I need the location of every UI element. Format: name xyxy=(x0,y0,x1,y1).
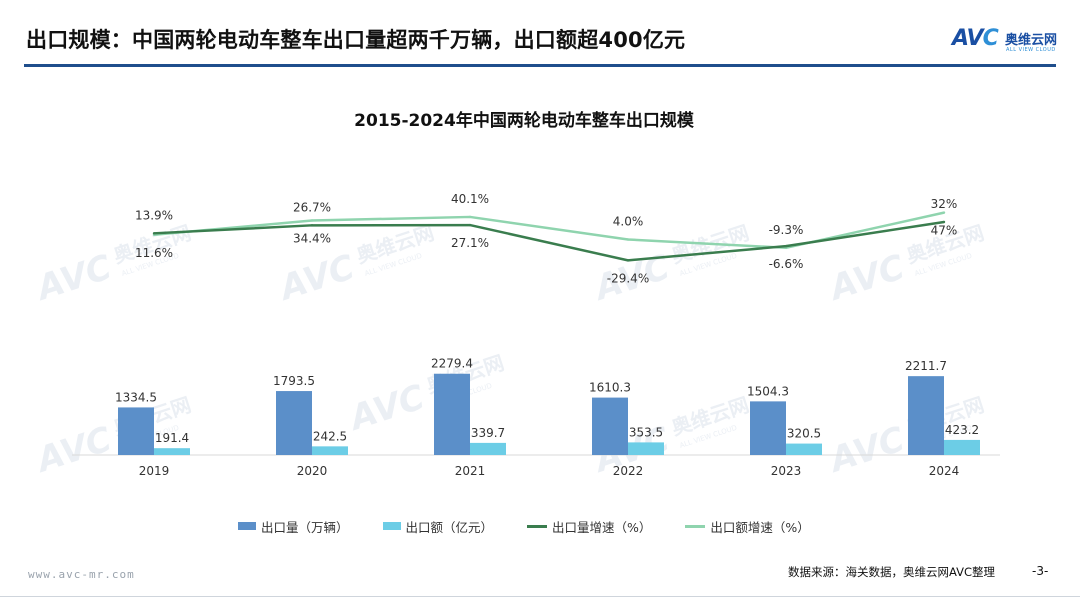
legend-swatch-value xyxy=(382,522,401,530)
label-value-growth-2023: -9.3% xyxy=(769,223,804,237)
x-tick-2020: 2020 xyxy=(297,464,328,478)
line-value-growth-point-2024 xyxy=(942,211,946,214)
footer-rule xyxy=(0,596,1080,597)
bar-volume-2019 xyxy=(118,407,154,455)
svg-text:AVC: AVC xyxy=(823,419,910,481)
legend-swatch-volume-growth xyxy=(527,524,548,528)
svg-text:AVC: AVC xyxy=(30,419,117,481)
legend-swatch-volume xyxy=(238,522,256,530)
svg-text:AVC: AVC xyxy=(273,247,360,309)
footer-source: 数据来源：海关数据，奥维云网AVC整理 xyxy=(788,565,996,579)
label-volume-growth-2023: -6.6% xyxy=(769,257,804,271)
logo-mark: AVC xyxy=(952,26,999,51)
bars-layer xyxy=(72,373,1000,456)
page-title: 出口规模：中国两轮电动车整车出口量超两千万辆，出口额超400亿元 xyxy=(26,28,686,52)
legend-label-value: 出口额（亿元） xyxy=(405,519,494,535)
label-volume-growth-2024: 32% xyxy=(931,197,958,211)
header-rule xyxy=(24,64,1056,67)
legend-label-volume: 出口量（万辆） xyxy=(261,519,349,535)
label-value-2021: 339.7 xyxy=(471,426,505,440)
label-volume-2019: 1334.5 xyxy=(115,390,157,404)
legend-swatch-value-growth xyxy=(685,524,706,528)
legend-item-value-growth: 出口额增速（%） xyxy=(685,517,810,536)
line-volume-growth-point-2019 xyxy=(152,232,156,235)
line-volume-growth-point-2023 xyxy=(784,244,788,248)
line-volume-growth-point-2020 xyxy=(310,224,314,227)
x-tick-2023: 2023 xyxy=(771,464,802,478)
bar-volume-2024 xyxy=(908,376,944,455)
bar-volume-2021 xyxy=(434,373,470,455)
bar-volume-2020 xyxy=(276,391,312,455)
legend-item-value: 出口额（亿元） xyxy=(382,517,494,536)
label-value-growth-2021: 40.1% xyxy=(451,192,489,206)
x-tick-2022: 2022 xyxy=(613,464,644,478)
x-tick-2019: 2019 xyxy=(139,464,170,478)
svg-text:AVC: AVC xyxy=(30,247,117,309)
bar-value-2019 xyxy=(154,448,190,455)
label-volume-growth-2020: 26.7% xyxy=(293,200,331,214)
legend-item-volume: 出口量（万辆） xyxy=(238,517,349,536)
label-value-2019: 191.4 xyxy=(155,431,189,445)
line-volume-growth-point-2024 xyxy=(942,220,946,224)
label-volume-2023: 1504.3 xyxy=(747,384,789,398)
chart-title: 2015-2024年中国两轮电动车整车出口规模 xyxy=(354,110,695,131)
label-value-growth-2022: 4.0% xyxy=(613,215,644,229)
legend-item-volume-growth: 出口量增速（%） xyxy=(527,517,651,536)
label-volume-2020: 1793.5 xyxy=(273,374,315,388)
label-value-growth-2024: 47% xyxy=(931,224,958,238)
line-volume-growth-point-2022 xyxy=(626,259,630,262)
avc-logo: AVC 奥维云网 ALL VIEW CLOUD xyxy=(952,26,1062,60)
bar-volume-2023 xyxy=(750,401,786,455)
label-volume-2021: 2279.4 xyxy=(431,357,473,371)
label-value-2020: 242.5 xyxy=(313,429,347,443)
label-value-2022: 353.5 xyxy=(629,425,663,439)
page-number: -3- xyxy=(1032,564,1049,578)
label-value-2024: 423.2 xyxy=(945,423,979,437)
bar-value-2024 xyxy=(944,439,980,455)
line-volume-growth-point-2021 xyxy=(468,223,472,227)
legend-label-value-growth: 出口额增速（%） xyxy=(710,519,810,535)
line-value-growth-point-2020 xyxy=(310,219,314,222)
legend-label-volume-growth: 出口量增速（%） xyxy=(552,519,652,535)
svg-text:AVC: AVC xyxy=(823,247,910,309)
label-value-growth-2020: 34.4% xyxy=(293,232,331,246)
label-volume-2024: 2211.7 xyxy=(905,359,947,373)
label-volume-2022: 1610.3 xyxy=(589,381,631,395)
x-tick-2024: 2024 xyxy=(929,464,960,478)
slide-header: 出口规模：中国两轮电动车整车出口量超两千万辆，出口额超400亿元 AVC 奥维云… xyxy=(0,0,1080,70)
logo-en: ALL VIEW CLOUD xyxy=(1006,47,1056,53)
line-volume-growth xyxy=(153,220,945,262)
svg-text:AVC: AVC xyxy=(343,377,430,439)
label-volume-growth-2019: 13.9% xyxy=(135,208,173,222)
bar-value-2021 xyxy=(470,442,506,455)
legend: 出口量（万辆） 出口额（亿元） 出口量增速（%） 出口额增速（%） xyxy=(238,517,858,535)
x-tick-2021: 2021 xyxy=(455,464,486,478)
bar-value-2023 xyxy=(786,443,822,455)
lines-layer xyxy=(152,211,946,262)
bar-value-2022 xyxy=(628,442,664,455)
logo-cn: 奥维云网 xyxy=(1005,33,1058,48)
label-volume-growth-2021: 27.1% xyxy=(451,236,489,250)
bar-volume-2022 xyxy=(592,397,628,455)
label-value-growth-2019: 11.6% xyxy=(135,246,173,260)
line-value-growth-point-2021 xyxy=(468,215,472,219)
bar-value-2020 xyxy=(312,446,348,455)
label-volume-growth-2022: -29.4% xyxy=(607,271,649,285)
label-value-2023: 320.5 xyxy=(787,427,821,441)
line-value-growth-point-2022 xyxy=(626,238,630,241)
labels-layer: 1334.5 191.4 2019 1793.5 242.5 2020 2279.4 339.… xyxy=(115,192,979,478)
footer-url: www.avc-mr.com xyxy=(28,568,135,581)
